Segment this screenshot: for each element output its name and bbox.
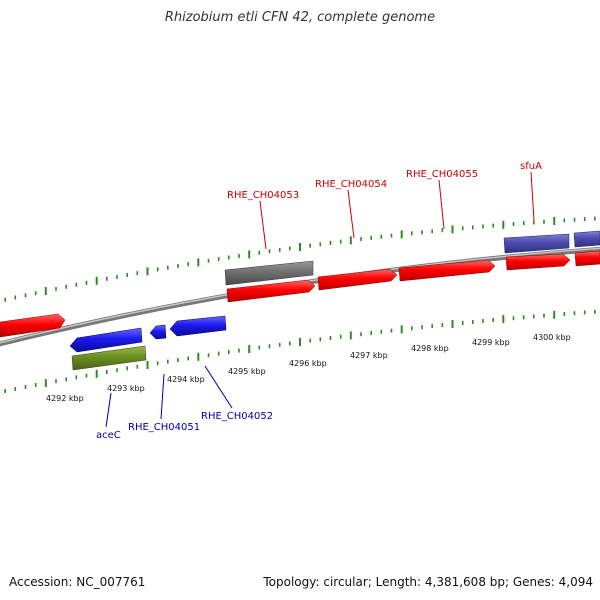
kbp-tick-label: 4295 kbp — [228, 367, 266, 376]
gene-forward-arrow[interactable] — [0, 313, 66, 338]
kbp-tick-label: 4299 kbp — [472, 338, 510, 347]
gene-label-forward[interactable]: RHE_CH04054 — [315, 179, 387, 190]
topology-text: Topology: circular; Length: 4,381,608 bp… — [263, 575, 593, 589]
page-title: Rhizobium etli CFN 42, complete genome — [164, 10, 436, 25]
gene-slate-block[interactable] — [573, 230, 600, 248]
inner-tick-ring — [4, 309, 596, 393]
gene-forward-arrow[interactable] — [574, 250, 600, 267]
gene-label-reverse[interactable]: RHE_CH04051 — [128, 422, 200, 433]
gene-label-reverse[interactable]: aceC — [96, 430, 121, 441]
leader-line — [347, 189, 355, 239]
gene-slate-block[interactable] — [503, 233, 570, 254]
outer-tick-ring — [4, 216, 596, 302]
gene-forward-arrow[interactable] — [505, 253, 571, 271]
leader-line — [204, 365, 233, 409]
kbp-tick-label: 4292 kbp — [46, 394, 84, 403]
kbp-tick-label: 4298 kbp — [411, 344, 449, 353]
gene-pseudo-block[interactable] — [224, 260, 314, 286]
reverse-strand-genes — [69, 315, 227, 371]
gene-reverse-arrow[interactable] — [69, 327, 143, 353]
gene-forward-arrow[interactable] — [226, 279, 316, 303]
label-leaders — [105, 171, 535, 428]
gene-reverse-arrow[interactable] — [149, 324, 167, 340]
accession-text: Accession: NC_007761 — [9, 575, 146, 589]
kbp-tick-label: 4300 kbp — [533, 333, 571, 342]
kbp-tick-label: 4294 kbp — [167, 375, 205, 384]
leader-line — [530, 171, 535, 222]
gene-labels: RHE_CH04053 RHE_CH04054 RHE_CH04055 sfuA… — [96, 161, 542, 441]
gene-label-forward[interactable]: RHE_CH04053 — [227, 190, 299, 201]
gene-forward-arrow[interactable] — [317, 268, 398, 291]
leader-line — [438, 179, 445, 230]
kbp-tick-label: 4296 kbp — [289, 359, 327, 368]
kbp-tick-label: 4293 kbp — [107, 384, 145, 393]
kbp-scale-labels: 4292 kbp 4293 kbp 4294 kbp 4295 kbp 4296… — [46, 333, 571, 403]
leader-line — [259, 200, 267, 250]
gene-reverse-arrow[interactable] — [169, 315, 227, 337]
kbp-tick-label: 4297 kbp — [350, 351, 388, 360]
leader-line — [160, 373, 165, 420]
gene-rna-block[interactable] — [71, 345, 147, 371]
gene-label-reverse[interactable]: RHE_CH04052 — [201, 411, 273, 422]
forward-strand-genes — [0, 230, 600, 338]
gene-label-forward[interactable]: RHE_CH04055 — [406, 169, 478, 180]
gene-forward-arrow[interactable] — [398, 259, 496, 282]
gene-label-forward[interactable]: sfuA — [520, 161, 542, 172]
leader-line — [105, 392, 112, 428]
